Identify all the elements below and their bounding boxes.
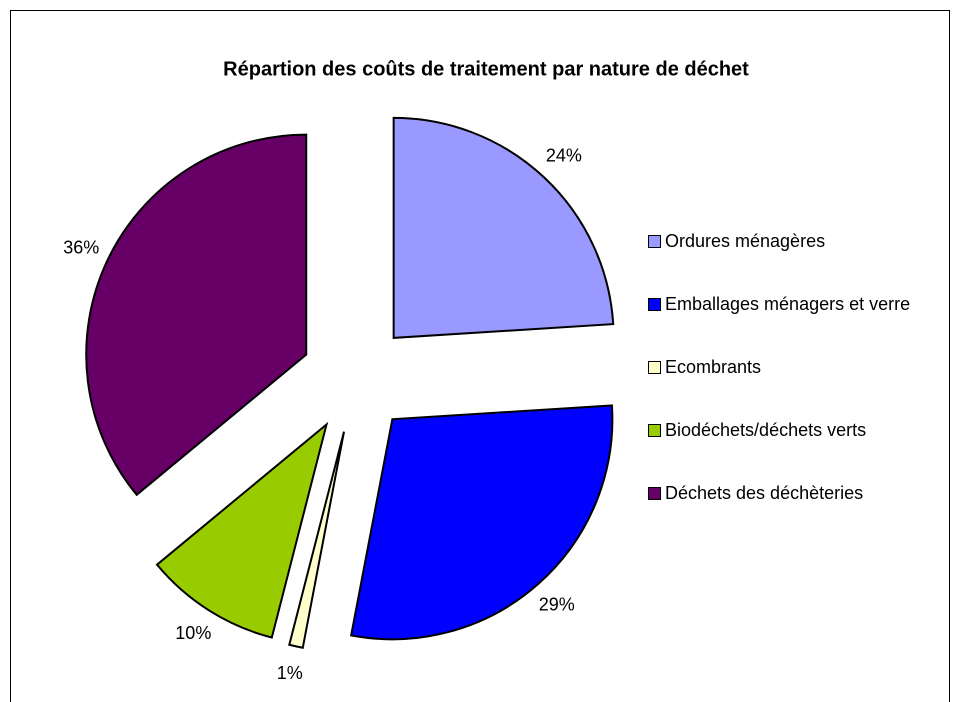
pie-slice [85,133,308,497]
chart-frame [10,10,950,702]
legend-swatch [648,298,661,311]
pie-slice [155,421,329,639]
legend-label: Emballages ménagers et verre [665,294,911,314]
legend-swatch [648,235,661,248]
data-label: 10% [175,623,211,643]
legend-label: Biodéchets/déchets verts [665,420,867,440]
legend-item: Déchets des déchèteries [648,482,938,505]
data-label: 29% [539,594,575,614]
legend-item: Ordures ménagères [648,230,938,253]
legend-label: Déchets des déchèteries [665,483,864,503]
legend-item: Biodéchets/déchets verts [648,419,938,442]
legend-item: Ecombrants [648,356,938,379]
legend-swatch [648,361,661,374]
legend-swatch [648,487,661,500]
pie-slice [392,116,615,339]
legend-item: Emballages ménagers et verre [648,293,938,316]
chart-title: Répartion des coûts de traitement par na… [223,58,749,80]
pie-slice [349,404,614,641]
data-label: 24% [546,145,582,165]
legend-swatch [648,424,661,437]
legend-label: Ordures ménagères [665,231,826,251]
legend-label: Ecombrants [665,357,762,377]
data-label: 36% [63,237,99,257]
data-label: 1% [277,663,303,683]
pie-slice [288,431,345,649]
